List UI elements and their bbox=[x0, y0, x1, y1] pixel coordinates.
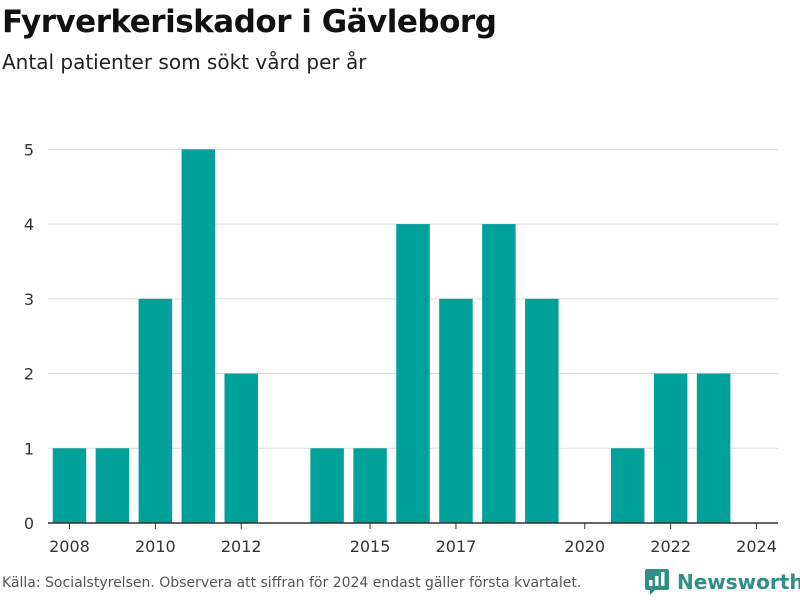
y-tick-label-2: 2 bbox=[24, 365, 34, 384]
x-tick-label-2010: 2010 bbox=[135, 537, 176, 556]
x-tick-label-2022: 2022 bbox=[650, 537, 691, 556]
bar-2022 bbox=[653, 373, 688, 523]
bar-2008 bbox=[52, 448, 87, 523]
chart-subtitle: Antal patienter som sökt vård per år bbox=[2, 50, 367, 74]
x-tick-label-2024: 2024 bbox=[736, 537, 777, 556]
x-tick-label-2008: 2008 bbox=[49, 537, 90, 556]
bar-2014 bbox=[310, 448, 344, 523]
source-note: Källa: Socialstyrelsen. Observera att si… bbox=[2, 575, 582, 591]
x-tick-label-2012: 2012 bbox=[221, 537, 262, 556]
bar-2023 bbox=[696, 373, 731, 523]
newsworthy-logo[interactable]: Newsworthy bbox=[644, 568, 800, 596]
newsworthy-logo-icon bbox=[645, 569, 669, 595]
bar-2016 bbox=[396, 224, 430, 523]
newsworthy-logo-text: Newsworthy bbox=[677, 570, 800, 594]
x-tick-label-2015: 2015 bbox=[350, 537, 391, 556]
bar-2009 bbox=[95, 448, 130, 523]
x-tick-label-2020: 2020 bbox=[564, 537, 605, 556]
bar-2017 bbox=[439, 298, 473, 523]
bar-2015 bbox=[353, 448, 387, 523]
y-tick-label-3: 3 bbox=[24, 290, 34, 309]
x-tick-label-2017: 2017 bbox=[436, 537, 477, 556]
bar-2010 bbox=[138, 298, 173, 523]
bar-2018 bbox=[482, 224, 516, 523]
y-tick-label-0: 0 bbox=[24, 514, 34, 533]
y-tick-label-5: 5 bbox=[24, 140, 34, 159]
bar-2021 bbox=[610, 448, 645, 523]
bar-2011 bbox=[181, 149, 216, 523]
bar-2019 bbox=[525, 298, 559, 523]
y-tick-label-1: 1 bbox=[24, 439, 34, 458]
y-tick-label-4: 4 bbox=[24, 215, 34, 234]
chart-title: Fyrverkeriskador i Gävleborg bbox=[2, 4, 497, 40]
bar-2012 bbox=[224, 373, 258, 523]
